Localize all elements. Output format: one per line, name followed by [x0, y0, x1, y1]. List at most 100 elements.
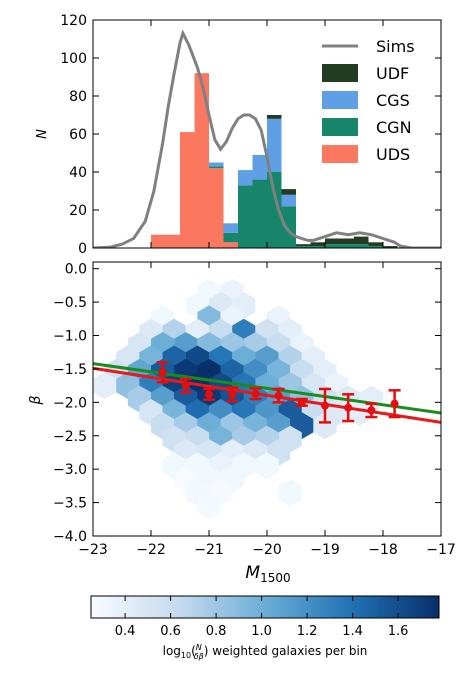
- legend-swatch-cgn: [322, 118, 358, 136]
- mean-point: [367, 406, 376, 415]
- legend-label: CGS: [376, 91, 410, 110]
- bar-cgs: [281, 194, 296, 207]
- bar-uds: [209, 168, 224, 248]
- x-tick-label: −19: [310, 542, 340, 558]
- beta-panel: 0.0−0.5−1.0−1.5−2.0−2.5−3.0−3.5−4.0 −23−…: [28, 261, 456, 585]
- legend-label: UDS: [376, 145, 410, 164]
- x-tick-label: −18: [368, 542, 398, 558]
- x-tick-label: −23: [78, 542, 108, 558]
- hex-cell: [255, 452, 279, 480]
- sims-curve: [93, 29, 441, 248]
- y-tick-label: −1.0: [53, 329, 87, 345]
- y-tick-label: −2.5: [53, 429, 87, 445]
- bar-udf: [354, 236, 369, 245]
- binned-mean-points: [156, 360, 401, 424]
- colorbar-tick-label: 0.6: [160, 624, 181, 639]
- mean-point: [297, 398, 306, 407]
- histogram-x-ticks: [92, 20, 442, 248]
- bar-udf: [281, 189, 296, 195]
- bar-udf: [310, 242, 325, 247]
- mean-point: [181, 381, 190, 390]
- bar-udf: [267, 115, 282, 119]
- bar-uds: [223, 242, 238, 248]
- hex-cell: [313, 412, 337, 440]
- y-tick-label: 100: [60, 51, 87, 67]
- colorbar-label: log10(N δβ) weighted galaxies per bin: [163, 643, 368, 661]
- beta-x-label: M1500: [245, 563, 290, 585]
- hex-cell: [278, 479, 302, 506]
- mean-point: [321, 401, 329, 410]
- y-tick-label: −4.0: [53, 529, 87, 545]
- y-tick-label: 20: [69, 203, 87, 219]
- legend-swatch-cgs: [322, 91, 358, 109]
- legend-label: CGN: [376, 118, 412, 137]
- y-tick-label: −3.5: [53, 496, 87, 512]
- bar-udf: [296, 244, 311, 247]
- mean-point: [205, 390, 213, 399]
- bar-udf: [368, 242, 383, 247]
- bar-udf: [325, 238, 340, 245]
- mean-point: [390, 399, 399, 408]
- legend: Sims UDF CGS CGN UDS: [322, 37, 415, 164]
- colorbar-tick-label: 0.8: [206, 624, 227, 639]
- colorbar-tick-label: 1.0: [251, 624, 272, 639]
- histogram-panel: 0 20 40 60 80 100 120 N Sims UDF CGS CGN UDS: [35, 13, 442, 257]
- colorbar-tick-label: 1.2: [297, 624, 318, 639]
- mean-point: [344, 403, 353, 412]
- y-tick-label: −0.5: [53, 295, 87, 311]
- bar-cgn: [238, 185, 253, 248]
- bar-cgs: [223, 223, 238, 233]
- bar-cgn: [368, 246, 383, 248]
- y-tick-label: −3.0: [53, 462, 87, 478]
- colorbar-tick-label: 1.4: [342, 624, 363, 639]
- bar-uds: [194, 73, 209, 248]
- bar-cgn: [339, 244, 354, 248]
- fit-line: [93, 366, 441, 424]
- mean-point: [158, 368, 167, 377]
- histogram-y-ticks: 0 20 40 60 80 100 120: [60, 13, 441, 257]
- bar-cgn: [223, 232, 238, 243]
- legend-swatch-uds: [322, 145, 358, 163]
- bar-uds: [151, 234, 166, 248]
- y-tick-label: 40: [69, 165, 87, 181]
- colorbar-ticks: 0.4 0.6 0.8 1.0 1.2 1.4 1.6: [115, 596, 408, 639]
- y-tick-label: −1.5: [53, 362, 87, 378]
- bar-cgs: [267, 118, 282, 172]
- histogram-y-label: N: [35, 129, 50, 139]
- x-tick-label: −17: [426, 542, 456, 558]
- bar-uds: [165, 234, 180, 248]
- x-tick-label: −21: [194, 542, 224, 558]
- y-tick-label: −2.0: [53, 395, 87, 411]
- mean-point: [274, 391, 283, 400]
- bar-cgn: [310, 246, 325, 248]
- bar-cgn: [296, 246, 311, 248]
- x-tick-label: −22: [136, 542, 166, 558]
- hex-cell: [348, 399, 372, 426]
- y-tick-label: 60: [69, 127, 87, 143]
- legend-label: Sims: [376, 37, 415, 56]
- mean-point: [251, 389, 260, 398]
- bar-cgs: [238, 170, 253, 186]
- fit-lines: [93, 362, 441, 424]
- bar-cgs: [209, 162, 224, 167]
- beta-y-ticks: 0.0 −0.5 −1.0 −1.5 −2.0 −2.5 −3.0 −3.5 −4.0: [53, 262, 441, 545]
- y-tick-label: 0: [78, 241, 87, 257]
- hex-cell: [93, 372, 117, 399]
- bar-cgn: [252, 179, 267, 248]
- legend-label: UDF: [376, 64, 409, 83]
- bar-cgn: [267, 172, 282, 248]
- colorbar: 0.4 0.6 0.8 1.0 1.2 1.4 1.6 log10(N δβ) weighte…: [90, 595, 440, 661]
- bar-cgn: [325, 244, 340, 248]
- beta-x-ticks: −23 −22 −21 −20 −19 −18 −17: [78, 262, 456, 558]
- colorbar-tick-label: 0.4: [115, 624, 136, 639]
- bar-cgn: [281, 206, 296, 248]
- bar-cgs: [252, 154, 267, 180]
- colorbar-gradient: [90, 595, 440, 619]
- legend-swatch-udf: [322, 64, 358, 82]
- bar-cgn: [354, 244, 369, 248]
- y-tick-label: 120: [60, 13, 87, 29]
- hexbin-cells: [93, 278, 383, 520]
- bar-cgn: [209, 166, 224, 169]
- bar-uds: [180, 132, 195, 248]
